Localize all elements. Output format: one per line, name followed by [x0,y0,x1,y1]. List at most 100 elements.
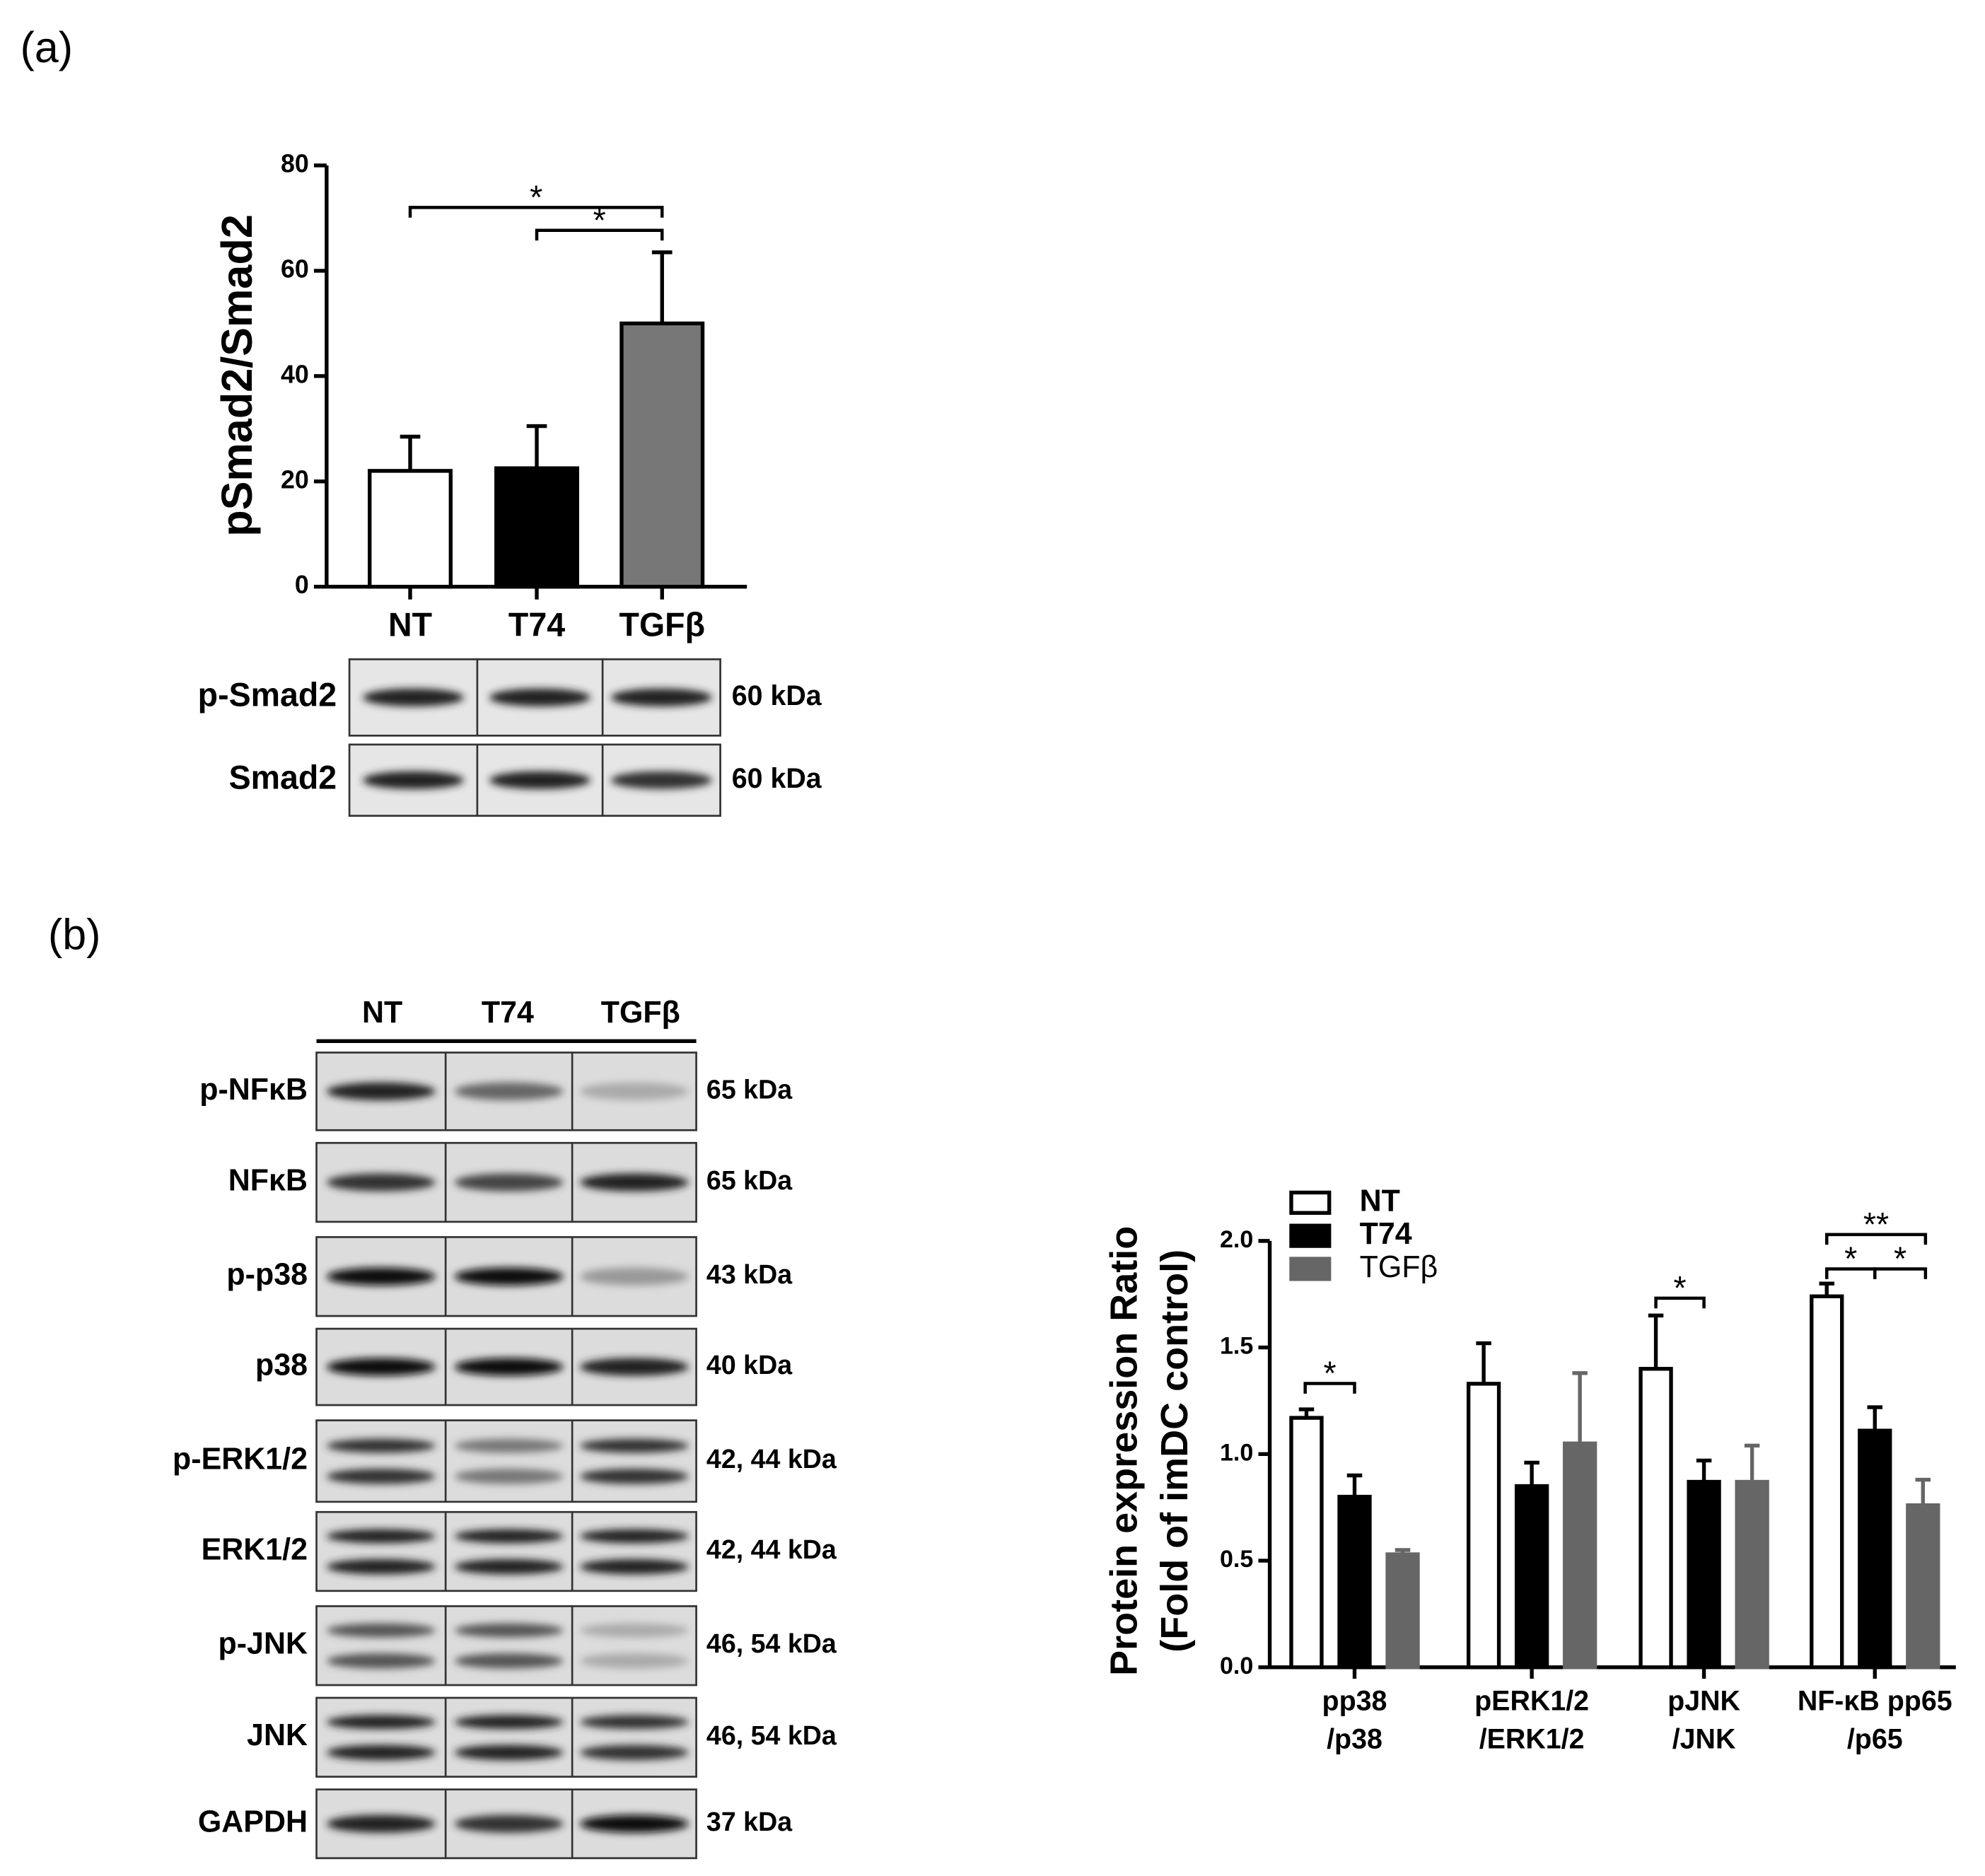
y-tick-label: 0.5 [1220,1546,1253,1573]
blot-strip [315,1605,697,1686]
x-tick-label: NF-κB pp65 [1798,1686,1952,1717]
bar [494,466,580,589]
blot-protein-label: p38 [255,1348,308,1382]
blot-band [579,1623,689,1638]
blot-protein-label: p-NFκB [199,1073,308,1107]
blot-band [579,1173,689,1192]
significance-label: ** [1863,1206,1889,1242]
blot-band [579,1653,689,1669]
blot-size-label: 42, 44 kDa [706,1444,837,1474]
blot-band [326,1358,436,1376]
blot-protein-label: p-p38 [226,1258,308,1292]
blot-band [579,1529,689,1544]
legend-label: TGFβ [1360,1250,1438,1284]
bar [1337,1494,1372,1670]
significance-bracket [408,206,664,218]
bar [1687,1479,1721,1670]
blot-band [454,1173,564,1192]
blot-strip [315,1419,697,1503]
legend-swatch [1289,1223,1332,1248]
lane-label: T74 [482,996,534,1030]
bar [1385,1552,1420,1670]
panel-label: (b) [48,911,100,959]
blot-band [454,1744,564,1761]
blot-band [326,1715,436,1730]
blot-size-label: 42, 44 kDa [706,1534,837,1564]
blot-band [454,1082,564,1100]
x-tick-label: /p65 [1847,1724,1903,1755]
significance-label: * [1674,1269,1687,1306]
y-tick-label: 2.0 [1220,1226,1253,1253]
bar [1735,1479,1769,1670]
blot-band [326,1438,436,1453]
blot-protein-label: p-JNK [219,1627,308,1661]
significance-bracket [1824,1233,1928,1245]
blot-band [326,1267,436,1286]
bar [1906,1503,1940,1670]
blot-band [362,688,465,706]
blot-band [454,1653,564,1669]
blot-strip [315,1510,697,1592]
significance-label: * [593,202,606,238]
blot-band [610,688,712,706]
bar [619,321,705,589]
blot-band [326,1082,436,1100]
x-tick-label: NT [388,607,432,643]
blot-strip [315,1696,697,1778]
x-tick-label: /ERK1/2 [1479,1724,1585,1755]
x-tick-label: pERK1/2 [1474,1686,1589,1717]
lane-label: NT [362,996,402,1030]
significance-label: * [1894,1240,1907,1277]
blot-size-label: 60 kDa [732,763,822,794]
blot-band [326,1559,436,1575]
blot-band [454,1814,564,1833]
y-tick-label: 0.0 [1220,1653,1253,1679]
blot-band [610,771,712,789]
blot-band [454,1715,564,1730]
bar [368,469,453,589]
blot-size-label: 60 kDa [732,680,822,711]
legend-swatch [1289,1257,1332,1281]
legend-swatch [1289,1190,1332,1215]
significance-bracket [1303,1382,1356,1394]
y-axis-label: (Fold of imDC control) [1153,1249,1196,1653]
significance-bracket [1654,1296,1706,1309]
blot-size-label: 65 kDa [706,1074,793,1104]
y-tick-label: 0 [295,571,309,599]
significance-label: * [1844,1240,1857,1277]
blot-protein-label: Smad2 [229,759,337,796]
blot-band [579,1559,689,1575]
x-tick-label: /JNK [1672,1724,1736,1755]
blot-band [579,1744,689,1761]
y-axis-label: Protein expression Ratio [1103,1226,1146,1676]
blot-size-label: 43 kDa [706,1259,793,1289]
blot-band [579,1438,689,1453]
blot-size-label: 46, 54 kDa [706,1629,837,1658]
x-tick-label: /p38 [1327,1724,1382,1755]
blot-band [326,1653,436,1669]
blot-band [454,1267,564,1286]
y-tick-label: 20 [281,465,309,494]
bar [1638,1367,1673,1670]
blot-band [362,771,465,789]
significance-bracket [1873,1267,1928,1279]
blot-band [579,1267,689,1286]
blot-size-label: 46, 54 kDa [706,1720,837,1750]
bar [1289,1416,1324,1670]
blot-band [454,1559,564,1575]
blot-protein-label: NFκB [228,1163,308,1197]
blot-band [326,1173,436,1192]
blot-band [489,688,591,706]
blot-band [326,1814,436,1833]
lane-label: TGFβ [601,996,680,1030]
blot-band [579,1082,689,1100]
bar [1810,1294,1844,1670]
blot-protein-label: JNK [247,1718,308,1752]
blot-size-label: 37 kDa [706,1807,793,1836]
y-tick-label: 1.5 [1220,1333,1253,1360]
significance-label: * [530,179,542,216]
panel-label: (a) [21,23,73,71]
blot-protein-label: GAPDH [198,1805,308,1839]
blot-protein-label: p-ERK1/2 [173,1443,308,1476]
